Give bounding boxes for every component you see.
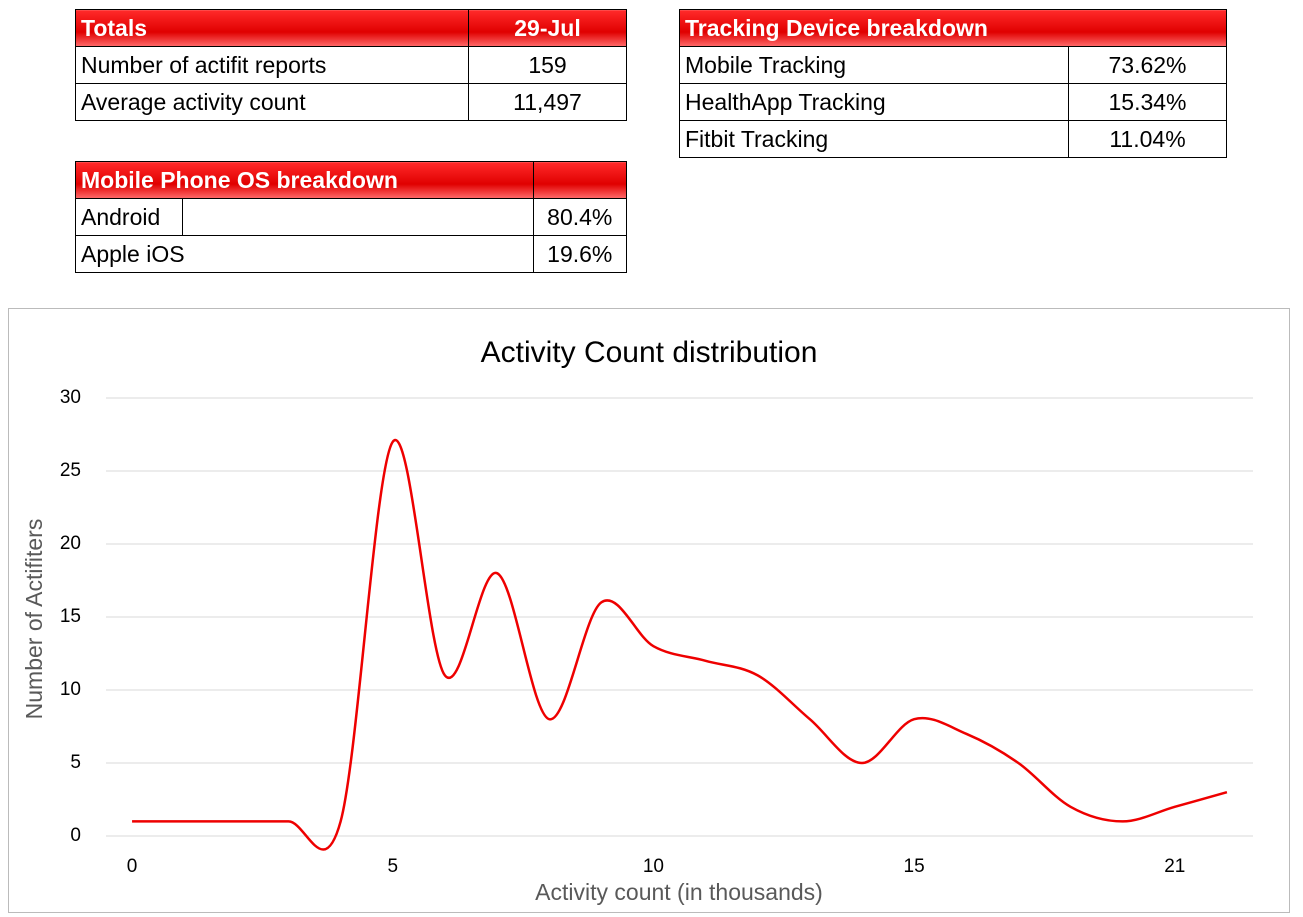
x-tick-label: 5 [387, 856, 398, 877]
header-cell: Tracking Device breakdown [679, 9, 1227, 47]
y-tick-label: 15 [60, 606, 81, 627]
header-cell: Mobile Phone OS breakdown [75, 161, 534, 199]
x-tick-label: 15 [904, 856, 925, 877]
y-axis-title: Number of Actifiters [21, 519, 47, 720]
cell: 11,497 [468, 83, 627, 121]
x-tick-label: 10 [643, 856, 664, 877]
header-cell: Totals [75, 9, 469, 47]
cell: Mobile Tracking [679, 46, 1069, 84]
y-tick-label: 5 [70, 752, 81, 773]
tracking-table: Tracking Device breakdown Mobile Trackin… [679, 9, 1227, 158]
data-line [132, 438, 1228, 851]
cell: Android [75, 198, 183, 236]
cell: 80.4% [532, 198, 628, 236]
y-tick-label: 20 [60, 533, 81, 554]
cell: 73.62% [1068, 46, 1227, 84]
x-tick-label: 21 [1164, 856, 1185, 877]
y-tick-label: 30 [60, 387, 81, 408]
cell: 11.04% [1068, 120, 1227, 158]
y-tick-label: 10 [60, 679, 81, 700]
totals-table: Totals 29-Jul Number of actifit reports 15… [75, 9, 627, 121]
cell: 159 [468, 46, 627, 84]
cell: HealthApp Tracking [679, 83, 1069, 121]
x-tick-label: 0 [127, 856, 138, 877]
cell: 19.6% [532, 235, 628, 273]
chart-title: Activity Count distribution [481, 336, 818, 369]
y-tick-label: 25 [60, 460, 81, 481]
cell [182, 198, 534, 236]
y-tick-label: 0 [70, 825, 81, 846]
cell: Fitbit Tracking [679, 120, 1069, 158]
cell: Average activity count [75, 83, 469, 121]
header-cell [532, 161, 628, 199]
x-axis-title: Activity count (in thousands) [535, 879, 823, 905]
cell: Number of actifit reports [75, 46, 469, 84]
cell: 15.34% [1068, 83, 1227, 121]
chart: Activity Count distribution Activity cou… [21, 336, 1253, 905]
header-cell: 29-Jul [468, 9, 627, 47]
cell: Apple iOS [75, 235, 534, 273]
os-table: Mobile Phone OS breakdown Android 80.4% A… [75, 161, 628, 273]
chart-frame: Activity Count distribution Activity cou… [8, 308, 1290, 913]
